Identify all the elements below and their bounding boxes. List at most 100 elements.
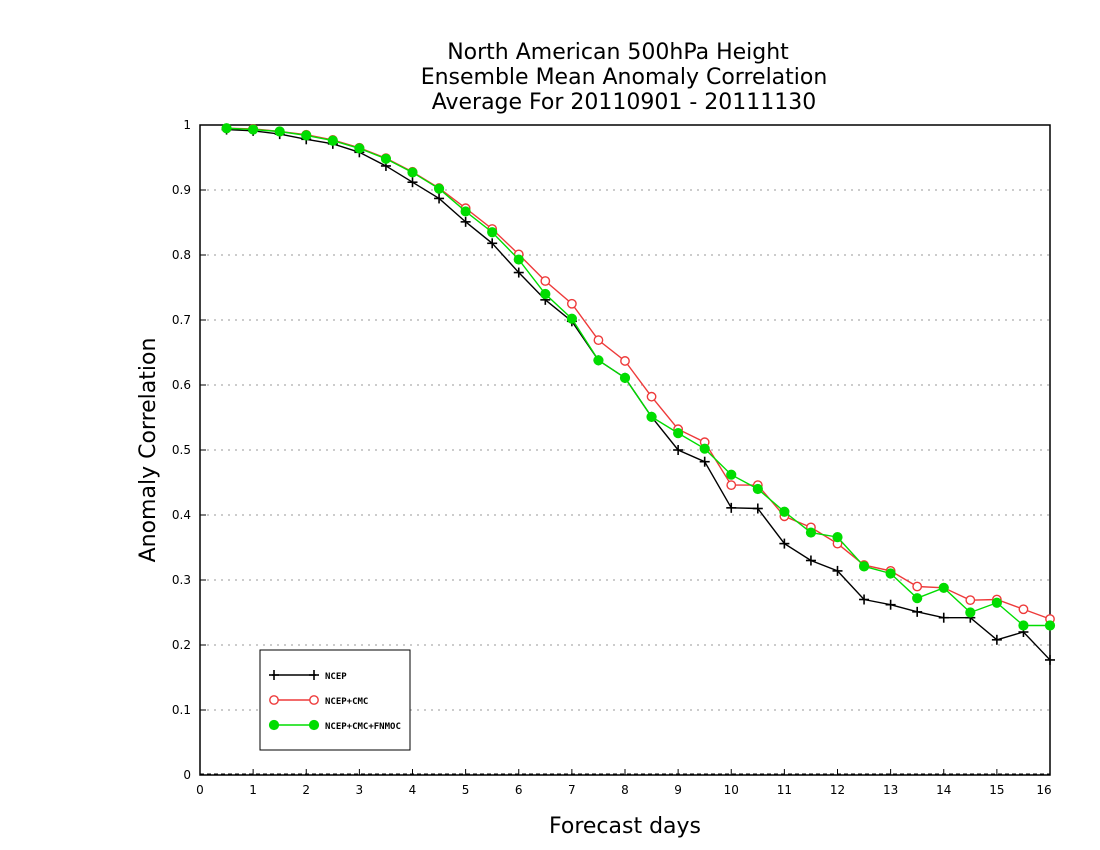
y-tick-label-0: 0 (183, 768, 191, 782)
x-tick-label-8: 8 (621, 783, 629, 797)
series-2-point-6 (380, 153, 392, 164)
series-0 (221, 124, 1055, 665)
series-2-point-26 (912, 593, 923, 604)
series-2-point-12 (540, 288, 551, 300)
series-0-point-8 (434, 193, 445, 204)
series-0-point-24 (859, 594, 870, 605)
x-tick-label-15: 15 (989, 783, 1004, 797)
x-tick-label-2: 2 (302, 783, 310, 797)
legend-marker-right-0 (309, 670, 319, 680)
series-0-point-11 (513, 267, 524, 278)
series-2-point-31 (1044, 620, 1056, 631)
series-0-point-7 (407, 177, 418, 188)
series-2-point-3 (301, 130, 312, 141)
series-2-point-7 (407, 167, 418, 178)
series-2 (221, 123, 1056, 631)
series-1-point-12 (540, 276, 551, 286)
x-tick-label-9: 9 (674, 783, 682, 797)
y-tick-label-9: 0.9 (172, 183, 191, 197)
series-0-point-9 (460, 216, 471, 227)
series-0-point-26 (912, 606, 923, 617)
series-2-point-15 (619, 372, 631, 383)
series-layer (221, 123, 1056, 665)
x-tick-label-7: 7 (568, 783, 576, 797)
series-line-1 (226, 127, 1051, 620)
series-line-2 (226, 127, 1050, 627)
series-2-point-5 (354, 143, 365, 154)
series-2-point-0 (221, 123, 232, 134)
legend-label-2: NCEP+CMC+FNMOC (325, 722, 401, 732)
chart-title-line-3: Average For 20110901 - 20111130 (432, 90, 817, 115)
series-0-point-10 (487, 238, 498, 249)
y-tick-label-7: 0.7 (172, 313, 191, 327)
y-tick-label-10: 1 (183, 118, 191, 132)
series-2-point-24 (858, 561, 870, 572)
y-tick-label-4: 0.4 (172, 508, 191, 522)
y-tick-label-8: 0.8 (172, 248, 191, 262)
y-tick-label-3: 0.3 (172, 573, 191, 587)
axes: 00.10.20.30.40.50.60.70.80.910 1 2 3 4 5 6 7 8 9 1… (172, 118, 1052, 797)
chart-title-line-2: Ensemble Mean Anomaly Correlation (421, 65, 828, 90)
grid-lines (200, 189, 1050, 711)
x-tick-label-12: 12 (830, 783, 845, 797)
x-tick-label-6: 6 (515, 783, 523, 797)
legend-marker-right-1 (309, 695, 319, 705)
series-line-0 (226, 128, 1051, 661)
series-0-point-21 (779, 538, 790, 549)
series-0-point-31 (1045, 654, 1055, 665)
series-2-point-4 (327, 135, 338, 146)
series-2-point-8 (433, 183, 445, 194)
series-2-point-27 (938, 582, 949, 593)
legend-label-1: NCEP+CMC (325, 697, 368, 707)
series-0-point-23 (832, 565, 843, 576)
series-0-point-27 (938, 612, 949, 623)
series-1-point-16 (646, 391, 657, 402)
y-tick-label-6: 0.6 (172, 378, 191, 392)
series-2-point-19 (726, 469, 737, 480)
series-2-point-18 (699, 443, 710, 454)
y-axis-label: Anomaly Correlation (136, 338, 161, 563)
series-0-point-17 (673, 445, 684, 455)
series-2-point-22 (805, 527, 817, 538)
y-tick-label-5: 0.5 (172, 443, 191, 457)
series-1-point-28 (965, 595, 976, 606)
x-tick-label-13: 13 (883, 783, 898, 797)
y-tick-label-1: 0.1 (172, 703, 191, 717)
series-0-point-29 (991, 634, 1002, 645)
series-1 (221, 123, 1055, 624)
series-2-point-21 (779, 506, 790, 517)
series-2-point-17 (673, 428, 684, 439)
series-1-point-15 (620, 356, 630, 366)
x-tick-label-3: 3 (356, 783, 364, 797)
series-1-point-19 (726, 480, 737, 490)
x-tick-label-11: 11 (777, 783, 792, 797)
legend-marker-right-2 (308, 719, 320, 731)
series-0-point-22 (805, 555, 816, 566)
series-0-point-19 (726, 502, 737, 513)
series-2-point-29 (991, 597, 1002, 608)
series-2-point-1 (248, 124, 259, 135)
x-tick-label-4: 4 (409, 783, 417, 797)
series-0-point-20 (752, 503, 763, 514)
series-1-point-26 (912, 581, 923, 592)
series-2-point-16 (646, 411, 657, 422)
x-tick-label-0: 0 (196, 783, 204, 797)
x-tick-label-1: 1 (249, 783, 257, 797)
x-tick-label-14: 14 (936, 783, 951, 797)
series-0-point-18 (699, 456, 710, 467)
legend-marker-left-0 (269, 670, 279, 680)
series-2-point-2 (274, 126, 285, 137)
series-2-point-30 (1018, 620, 1029, 631)
series-2-point-25 (885, 568, 896, 579)
legend-marker-left-1 (269, 695, 279, 705)
x-tick-label-16: 16 (1036, 783, 1051, 797)
series-2-point-9 (460, 206, 471, 217)
series-1-point-14 (593, 335, 604, 346)
legend-marker-left-2 (268, 719, 280, 731)
series-2-point-20 (752, 483, 763, 495)
series-2-point-11 (513, 254, 524, 265)
series-0-point-25 (885, 599, 896, 610)
y-tick-label-2: 0.2 (172, 638, 191, 652)
legend-label-0: NCEP (325, 672, 347, 682)
